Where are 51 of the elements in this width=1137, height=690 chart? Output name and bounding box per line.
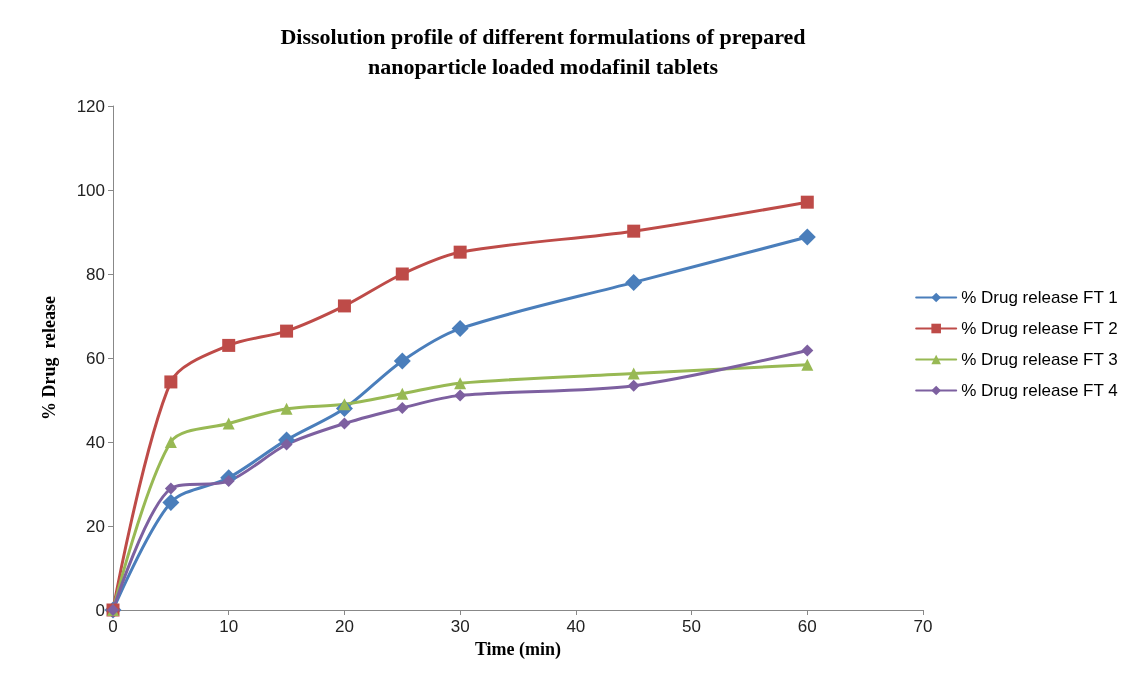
x-tick-label: 70 (913, 617, 933, 636)
point (395, 267, 409, 281)
x-tick-label: 40 (566, 617, 586, 636)
y-tick-label: 60 (86, 348, 105, 368)
point (280, 324, 294, 338)
point (164, 482, 177, 495)
point (454, 389, 467, 402)
y-tick-label: 40 (86, 432, 105, 452)
point (451, 320, 469, 338)
point (222, 475, 235, 488)
y-tick-label: 80 (86, 264, 105, 284)
point (338, 417, 351, 430)
x-tick-label: 60 (797, 617, 817, 636)
y-axis-title: % Drug release (39, 295, 59, 421)
legend-label: % Drug release FT 2 (961, 319, 1118, 338)
x-tick-label: 50 (682, 617, 702, 636)
point (280, 402, 293, 415)
point (164, 436, 177, 448)
point (801, 344, 814, 357)
point (162, 493, 180, 511)
point (801, 358, 814, 371)
x-tick-label: 20 (334, 617, 354, 636)
y-tick-label: 120 (76, 96, 105, 116)
x-axis-title: Time (min) (474, 639, 562, 660)
point (393, 352, 411, 370)
point (222, 417, 235, 430)
x-tick-label: 30 (450, 617, 470, 636)
point (627, 224, 641, 238)
point (625, 273, 643, 291)
legend-label: % Drug release FT 4 (961, 381, 1118, 400)
legend-label: % Drug release FT 3 (961, 350, 1118, 369)
point (453, 245, 467, 259)
x-tick-label: 10 (219, 617, 239, 636)
point (454, 377, 467, 390)
legend-label: % Drug release FT 1 (961, 288, 1118, 307)
point (396, 401, 409, 414)
x-tick-label: 0 (108, 617, 118, 636)
point (280, 438, 293, 451)
point (337, 299, 351, 313)
point (222, 338, 236, 352)
y-tick-label: 100 (76, 180, 105, 200)
point (800, 195, 814, 209)
point (338, 398, 351, 411)
point (164, 375, 178, 389)
point (627, 379, 640, 392)
point (627, 367, 640, 380)
point (396, 387, 409, 400)
y-tick-label: 0 (95, 600, 105, 620)
chart-title: Dissolution profile of different formulations of prepared nanoparticle loaded modafinil tablets (280, 23, 806, 79)
y-tick-label: 20 (86, 516, 105, 536)
point (798, 228, 816, 246)
